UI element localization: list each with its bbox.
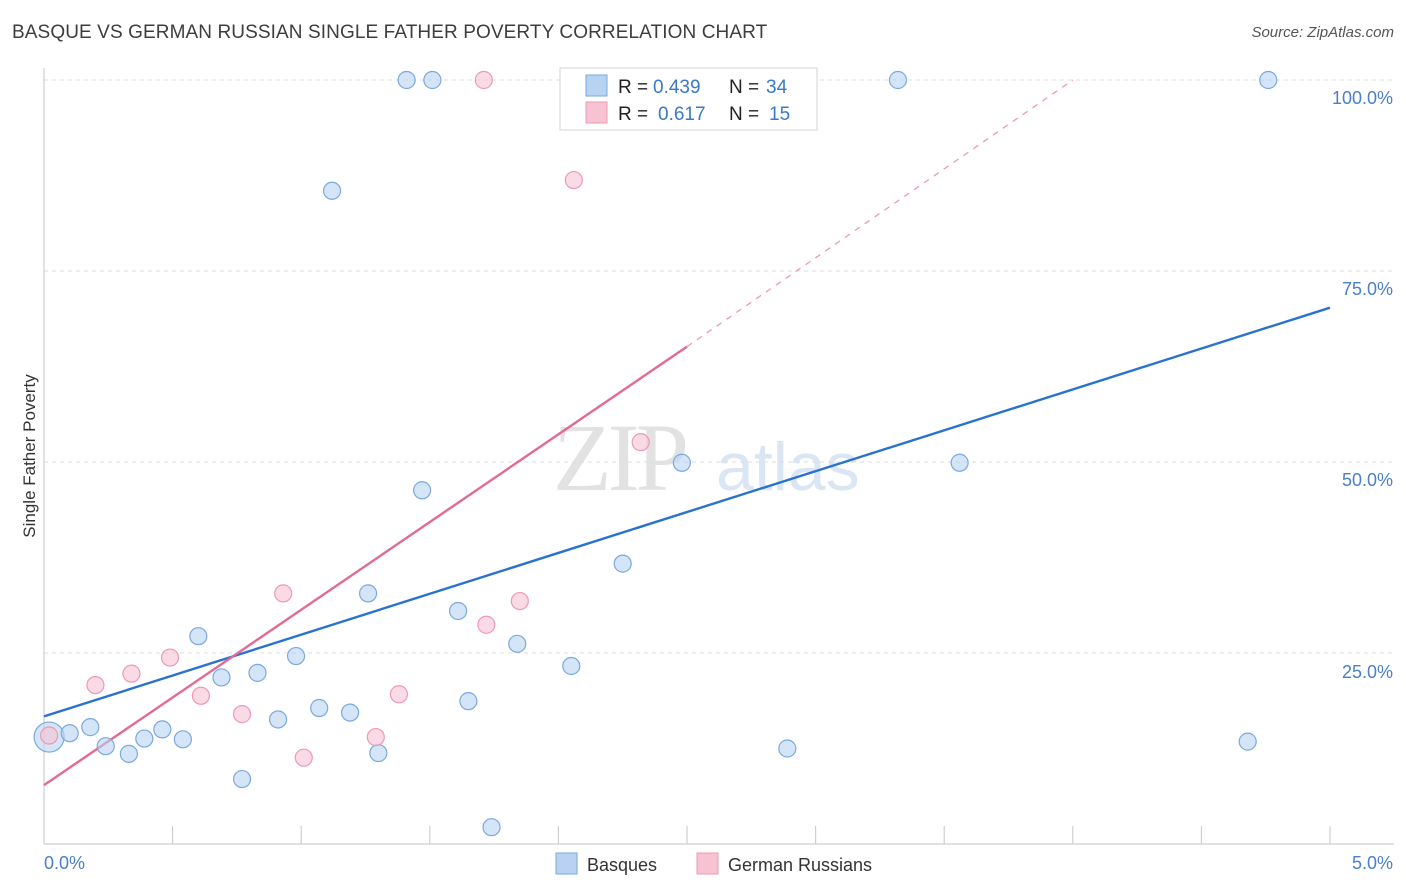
basques-point-9: [212, 668, 231, 687]
chart-title: BASQUE VS GERMAN RUSSIAN SINGLE FATHER P…: [12, 22, 768, 43]
basques-point-3: [96, 737, 115, 756]
legend-r-value-german-russians: 0.617: [658, 104, 706, 125]
basques-point-18: [369, 743, 388, 763]
basques-point-16: [340, 703, 360, 722]
legend-n-label-basques: N =: [729, 77, 764, 98]
basques-point-1: [60, 724, 79, 743]
german-russians-point-6: [274, 584, 293, 603]
basques-point-28: [672, 453, 691, 472]
german-russians-point-0: [40, 726, 59, 745]
german-russians-point-9: [389, 685, 409, 704]
german-russians-points: [40, 70, 650, 767]
legend-n-value-basques: 34: [766, 77, 788, 98]
basques-point-30: [888, 70, 908, 90]
legend-n-value-german-russians: 15: [769, 104, 790, 125]
basques-point-15: [322, 181, 342, 200]
bottom-legend-label-german-russians: German Russians: [728, 855, 872, 875]
basques-point-23: [459, 692, 478, 711]
basques-point-17: [358, 584, 378, 603]
bottom-legend-swatch-german-russians: [696, 852, 719, 875]
correlation-legend: R = 0.439 N = 34 R = 0.617 N = 15: [559, 67, 818, 131]
basques-point-27: [613, 554, 632, 573]
basques-trend-line: [43, 306, 1331, 718]
basques-point-20: [412, 481, 432, 500]
basques-point-2: [81, 718, 100, 737]
basques-point-31: [950, 453, 969, 472]
x-tick-label-max: 5.0%: [1352, 853, 1393, 873]
basques-point-13: [286, 646, 306, 666]
y-axis-label: Single Father Poverty: [20, 374, 39, 538]
gridlines: [44, 79, 1394, 654]
german-russians-point-5: [232, 705, 252, 724]
basques-point-25: [508, 634, 527, 653]
legend-r-value-basques: 0.439: [653, 77, 701, 98]
german-russians-point-7: [294, 748, 313, 767]
y-tick-label-75: 75.0%: [1342, 279, 1393, 299]
basques-point-5: [135, 729, 154, 748]
series-legend: Basques German Russians: [555, 852, 872, 875]
basques-point-10: [232, 769, 252, 789]
german-russians-point-12: [510, 591, 529, 611]
source-credit: Source: ZipAtlas.com: [1251, 24, 1394, 41]
basques-point-32: [1238, 732, 1257, 751]
basques-point-11: [248, 663, 267, 682]
german-russians-point-13: [564, 170, 583, 190]
german-russians-point-1: [86, 675, 105, 695]
basques-point-14: [310, 698, 329, 718]
watermark-zip: ZIP: [553, 404, 686, 511]
y-tick-label-100: 100.0%: [1332, 88, 1393, 108]
german-russians-point-14: [631, 433, 650, 452]
x-tick-label-min: 0.0%: [44, 853, 85, 873]
legend-r-label-german-russians: R =: [618, 104, 653, 125]
basques-point-6: [153, 720, 172, 739]
bottom-legend-swatch-basques: [555, 852, 578, 875]
german-russians-point-11: [477, 615, 496, 634]
legend-n-label-german-russians: N =: [729, 104, 764, 125]
basques-point-19: [397, 70, 416, 90]
basques-point-26: [562, 656, 581, 676]
german-russians-point-4: [191, 686, 210, 705]
german-russians-trend-line: [43, 345, 688, 787]
basques-point-8: [189, 627, 208, 646]
basques-point-7: [173, 730, 192, 749]
y-tick-label-25: 25.0%: [1342, 662, 1393, 682]
german-russians-point-3: [160, 648, 180, 667]
y-tick-label-50: 50.0%: [1342, 470, 1393, 490]
basques-point-33: [1259, 70, 1278, 90]
basques-point-4: [119, 744, 138, 763]
german-russians-point-8: [366, 727, 385, 747]
legend-swatch-german-russians: [585, 101, 608, 124]
basques-point-12: [268, 710, 288, 729]
german-russians-point-2: [122, 664, 141, 683]
x-ticks: [172, 826, 1331, 844]
legend-swatch-basques: [585, 74, 608, 97]
basques-point-21: [423, 70, 442, 90]
basques-point-29: [778, 739, 797, 758]
german-russians-point-10: [474, 70, 493, 90]
watermark-atlas: atlas: [716, 429, 860, 505]
basques-point-22: [448, 601, 468, 621]
legend-r-label-basques: R =: [618, 77, 653, 98]
bottom-legend-label-basques: Basques: [587, 855, 657, 875]
basques-point-24: [482, 818, 501, 837]
